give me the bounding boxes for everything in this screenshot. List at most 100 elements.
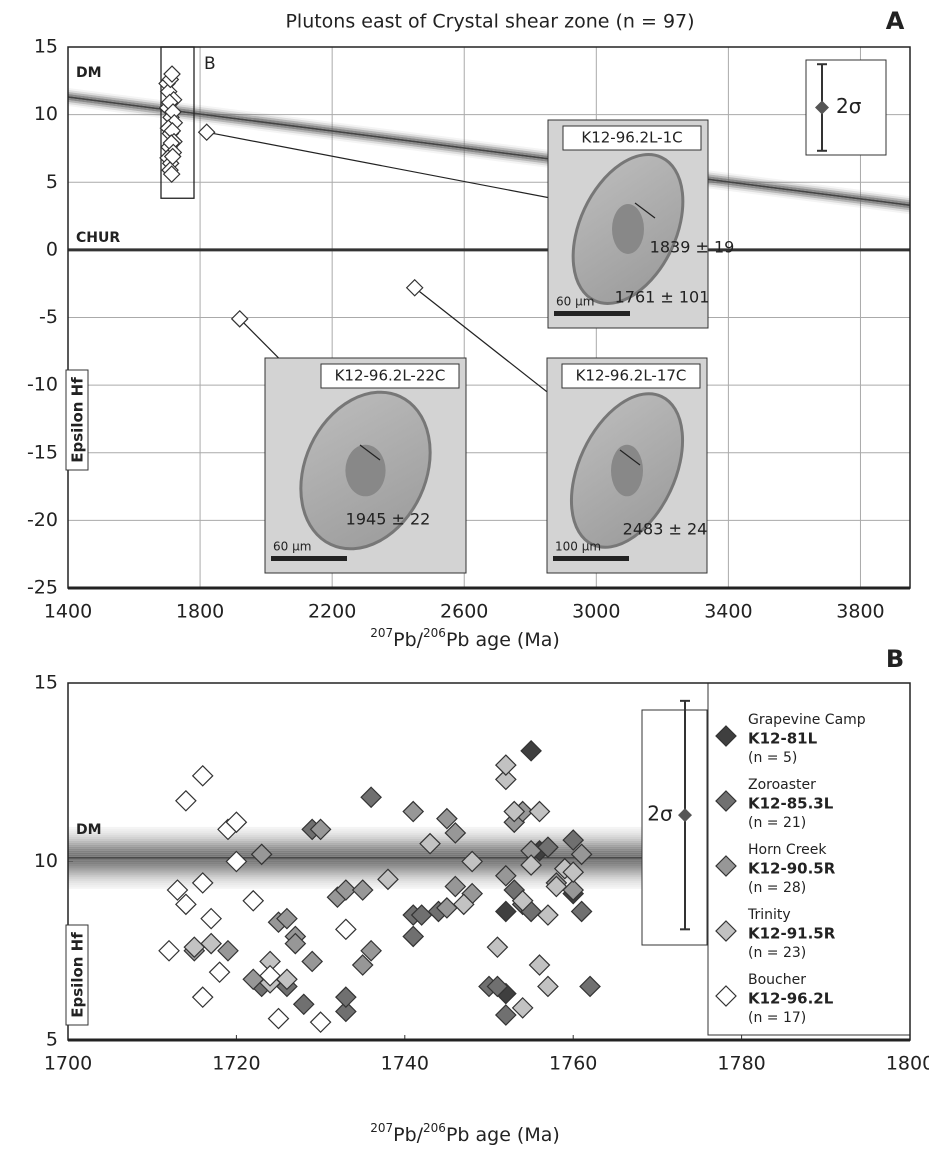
x-tick-label: 1800 <box>176 601 224 623</box>
scale-label: 100 μm <box>555 540 601 554</box>
y-tick-label: -25 <box>27 577 58 599</box>
legend-count: (n = 28) <box>748 880 806 896</box>
inset-label-box <box>320 363 460 389</box>
data-point <box>200 932 222 955</box>
reference-label: CHUR <box>76 230 120 246</box>
data-point <box>175 893 197 916</box>
legend-sample: K12-91.5R <box>748 925 836 943</box>
error-center <box>678 808 692 823</box>
legend-name: Zoroaster <box>748 777 816 793</box>
x-tick-label: 1740 <box>381 1053 429 1075</box>
legend-name: Boucher <box>748 972 806 988</box>
data-point <box>402 925 425 948</box>
data-point <box>579 975 601 998</box>
data-point <box>360 786 382 809</box>
data-point <box>503 800 526 823</box>
data-point <box>444 822 467 844</box>
dm-band-strip <box>67 90 911 201</box>
data-point <box>276 907 298 930</box>
scale-label: 60 μm <box>556 295 594 309</box>
zircon-core <box>612 204 644 254</box>
y-tick-label: 0 <box>46 238 58 260</box>
legend-box <box>707 682 911 1036</box>
inset-age: 1945 ± 22 <box>346 510 431 529</box>
data-point <box>309 1011 332 1033</box>
data-point <box>461 850 484 873</box>
x-axis-label-part: Pb/ <box>393 1124 424 1146</box>
y-tick-label: 5 <box>46 171 58 193</box>
reference-label: DM <box>76 65 102 81</box>
data-point <box>175 789 197 812</box>
data-point <box>436 807 458 830</box>
data-point <box>511 889 534 912</box>
y-axis-label-group: Epsilon Hf <box>65 924 89 1026</box>
data-point <box>537 904 559 926</box>
scale-bar <box>554 311 630 316</box>
x-axis-label-part: Pb age (Ma) <box>446 1124 560 1146</box>
legend-name: Horn Creek <box>748 842 827 858</box>
legend-sample: K12-85.3L <box>748 795 834 813</box>
dm-band-strip <box>67 104 911 215</box>
legend-count: (n = 17) <box>748 1010 806 1026</box>
data-point <box>200 907 222 930</box>
data-point <box>191 872 214 894</box>
x-tick-label: 3000 <box>572 601 620 623</box>
cluster-box-label: B <box>204 54 216 74</box>
y-tick-label: -5 <box>39 306 58 328</box>
data-point <box>217 939 239 962</box>
data-point <box>520 854 542 876</box>
inset-label-box <box>562 125 702 151</box>
data-point <box>405 278 424 297</box>
data-point <box>335 986 357 1009</box>
data-point <box>520 739 542 762</box>
data-point <box>191 986 214 1009</box>
x-tick-label: 1720 <box>212 1053 260 1075</box>
data-point <box>292 993 315 1016</box>
data-point <box>335 918 357 941</box>
x-tick-label: 2200 <box>308 601 356 623</box>
inset-label: K12-96.2L-22C <box>335 367 446 385</box>
data-point <box>351 954 374 976</box>
legend-count: (n = 5) <box>748 750 797 766</box>
data-point <box>166 879 189 901</box>
data-point <box>225 811 248 834</box>
data-point <box>537 975 559 998</box>
y-axis-label-box <box>65 924 89 1026</box>
scale-bar <box>271 556 347 561</box>
legend-marker <box>715 725 737 747</box>
data-point <box>545 875 568 898</box>
data-point <box>562 861 585 884</box>
x-axis-label-part: Pb/ <box>393 629 424 651</box>
legend-marker <box>715 790 737 812</box>
reference-label: DM <box>76 822 102 838</box>
panel-label: A <box>886 7 905 35</box>
data-point <box>301 950 324 973</box>
data-point <box>242 889 265 912</box>
inset-label: K12-96.2L-1C <box>581 129 682 147</box>
y-axis-label: Epsilon Hf <box>69 932 87 1018</box>
data-point <box>191 764 214 787</box>
data-point <box>528 954 551 976</box>
legend-count: (n = 21) <box>748 815 806 831</box>
data-point <box>570 900 593 923</box>
legend-name: Trinity <box>747 907 791 923</box>
legend-count: (n = 23) <box>748 945 806 961</box>
x-axis-label-part: 207 <box>370 626 393 640</box>
panel-label: B <box>886 645 904 673</box>
inset-age: 1839 ± 19 <box>650 238 735 257</box>
data-point <box>259 964 281 987</box>
data-point <box>197 123 216 142</box>
legend-marker <box>715 985 737 1007</box>
data-point <box>225 850 248 873</box>
dm-band-strip <box>67 98 911 209</box>
y-tick-label: 5 <box>46 1029 58 1051</box>
data-point <box>494 1004 517 1026</box>
data-point <box>494 754 517 776</box>
data-point <box>230 310 249 328</box>
legend-name: Grapevine Camp <box>748 712 866 728</box>
data-point <box>335 1000 357 1023</box>
x-tick-label: 2600 <box>440 601 488 623</box>
legend-marker <box>715 920 737 942</box>
legend-sample: K12-81L <box>748 730 818 748</box>
